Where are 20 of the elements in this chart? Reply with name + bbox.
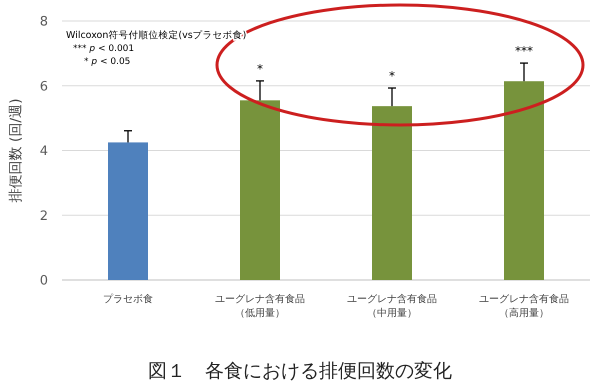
y-tick-label: 0: [40, 274, 48, 289]
annotation: *: [257, 62, 263, 76]
annotation: *: [389, 69, 395, 84]
x-tick-label: ユーグレナ含有食品（低用量）: [215, 293, 305, 319]
bar: [372, 106, 412, 280]
annotation: ***: [515, 44, 533, 58]
text: 図１ 各食における排便回数の変化: [148, 360, 452, 382]
bar: [240, 100, 280, 280]
y-tick-label: 6: [40, 79, 48, 94]
bar: [504, 81, 544, 280]
y-tick-label: 4: [40, 144, 48, 160]
bar: [108, 142, 148, 280]
y-tick-label: 8: [40, 14, 48, 30]
x-tick-label: ユーグレナ含有食品（中用量）: [347, 293, 437, 319]
y-axis-title: 排便回数 (回/週): [8, 98, 24, 203]
x-tick-label: プラセボ食: [103, 293, 153, 305]
x-tick-label: ユーグレナ含有食品（高用量）: [479, 293, 569, 319]
y-tick-label: 2: [40, 208, 48, 224]
annotation: *** p < 0.001: [73, 44, 134, 54]
annotation: * p < 0.05: [84, 57, 130, 67]
